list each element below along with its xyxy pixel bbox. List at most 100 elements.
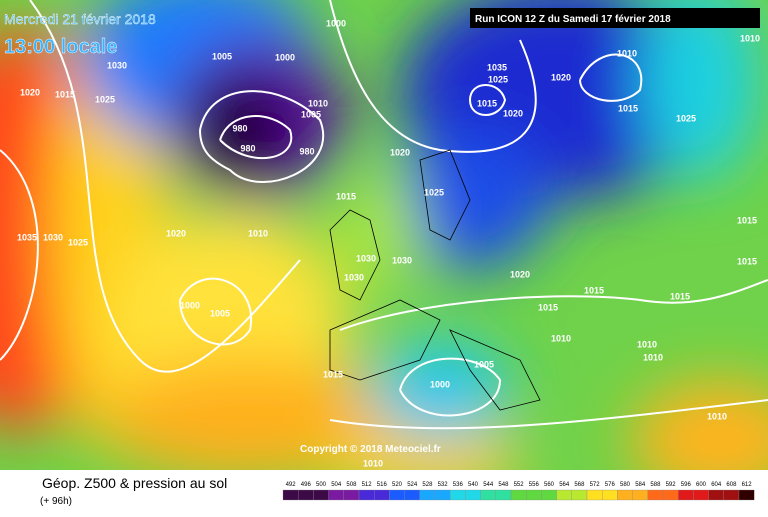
legend-level: 564: [559, 482, 570, 488]
isobar-label: 1025: [488, 74, 508, 84]
isobar-label: 1015: [336, 191, 356, 201]
legend-level: 516: [377, 482, 388, 488]
isobar-label: 1020: [166, 228, 186, 238]
legend-swatch: [328, 489, 344, 501]
legend-swatch: [495, 489, 512, 501]
isobar-label: 1005: [210, 308, 230, 318]
legend-level: 584: [635, 482, 646, 488]
isobar-label: 980: [240, 143, 255, 153]
isobar-label: 1000: [430, 379, 450, 389]
isobar-label: 1010: [637, 339, 657, 349]
legend-swatch: [738, 489, 755, 501]
legend-level: 568: [574, 482, 585, 488]
legend-level: 572: [590, 482, 601, 488]
legend-level: 528: [422, 482, 433, 488]
isobar-label: 1015: [618, 103, 638, 113]
isobar-label: 1020: [510, 269, 530, 279]
isobar-label: 1015: [477, 98, 497, 108]
legend-level: 580: [620, 482, 631, 488]
legend-level: 548: [498, 482, 509, 488]
isobar-label: 980: [299, 146, 314, 156]
legend-swatch: [556, 489, 572, 501]
run-info: Run ICON 12 Z du Samedi 17 février 2018: [475, 14, 671, 25]
isobar-label: 1015: [737, 215, 757, 225]
isobar-label: 1015: [670, 291, 690, 301]
isobar-label: 1030: [107, 60, 127, 70]
isobar-label: 1025: [676, 113, 696, 123]
legend-swatch: [586, 489, 603, 501]
valid-date: Mercredi 21 février 2018: [4, 11, 156, 27]
legend-swatch: [450, 489, 466, 501]
isobar-label: 1020: [20, 87, 40, 97]
isobar-label: 1030: [344, 272, 364, 282]
isobar-label: 1030: [43, 232, 63, 242]
isobar-label: 1000: [275, 52, 295, 62]
legend-level: 524: [407, 482, 418, 488]
isobar-label: 1010: [740, 33, 760, 43]
legend-swatch: [723, 489, 740, 501]
isobar-lines: [0, 0, 768, 430]
legend-level: 612: [742, 482, 753, 488]
isobar-label: 1025: [68, 237, 88, 247]
isobar-label: 1005: [474, 359, 494, 369]
legend-level: 600: [696, 482, 707, 488]
legend-level: 536: [453, 482, 464, 488]
legend-level: 500: [316, 482, 327, 488]
legend-swatch: [708, 489, 724, 501]
isobar-label: 1020: [503, 108, 523, 118]
isobar-label: 980: [232, 123, 247, 133]
legend-swatch: [693, 489, 709, 501]
run-box: [470, 8, 760, 28]
coastlines: [329, 149, 541, 411]
legend-level: 560: [544, 482, 555, 488]
isobar-label: 1010: [617, 48, 637, 58]
isobar-label: 1015: [584, 285, 604, 295]
isobar-label: 1030: [392, 255, 412, 265]
isobar-label: 1015: [323, 369, 343, 379]
legend-swatch: [434, 489, 451, 501]
footer-subtitle: (+ 96h): [40, 496, 72, 507]
isobar-label: 1005: [301, 109, 321, 119]
legend-level: 496: [301, 482, 312, 488]
isobar-label: 1020: [390, 147, 410, 157]
legend-swatch: [404, 489, 420, 501]
isobar-label: 1025: [424, 187, 444, 197]
legend-swatch: [678, 489, 694, 501]
isobar-label: 1000: [326, 18, 346, 28]
legend-swatch: [389, 489, 405, 501]
legend-level: 596: [681, 482, 692, 488]
legend-swatch: [313, 489, 329, 501]
legend-level: 604: [711, 482, 722, 488]
legend-level: 532: [438, 482, 449, 488]
legend-swatch: [343, 489, 360, 501]
legend-swatch: [526, 489, 542, 501]
legend-swatch: [374, 489, 390, 501]
legend-swatch: [617, 489, 633, 501]
legend-level: 544: [483, 482, 494, 488]
copyright: Copyright © 2018 Meteociel.fr: [300, 444, 441, 455]
legend-swatch: [602, 489, 618, 501]
legend-swatch: [632, 489, 648, 501]
legend-swatch: [465, 489, 481, 501]
isobar-label: 1010: [363, 458, 383, 468]
legend-swatch: [647, 489, 664, 501]
isobar-label: 1000: [180, 300, 200, 310]
legend-swatch: [282, 489, 299, 501]
isobar-label: 1015: [538, 302, 558, 312]
legend-level: 512: [362, 482, 373, 488]
isobar-label: 1025: [95, 94, 115, 104]
isobar-label: 1020: [551, 72, 571, 82]
isobar-label: 1015: [55, 89, 75, 99]
isobar-label: 1010: [707, 411, 727, 421]
legend-swatch: [510, 489, 527, 501]
legend-level: 608: [726, 482, 737, 488]
legend-swatch: [541, 489, 557, 501]
legend-swatch: [480, 489, 496, 501]
legend-swatch: [298, 489, 314, 501]
field: [0, 0, 768, 470]
legend-level: 588: [650, 482, 661, 488]
legend-level: 552: [514, 482, 525, 488]
isobar-label: 1015: [737, 256, 757, 266]
legend-level: 492: [286, 482, 297, 488]
